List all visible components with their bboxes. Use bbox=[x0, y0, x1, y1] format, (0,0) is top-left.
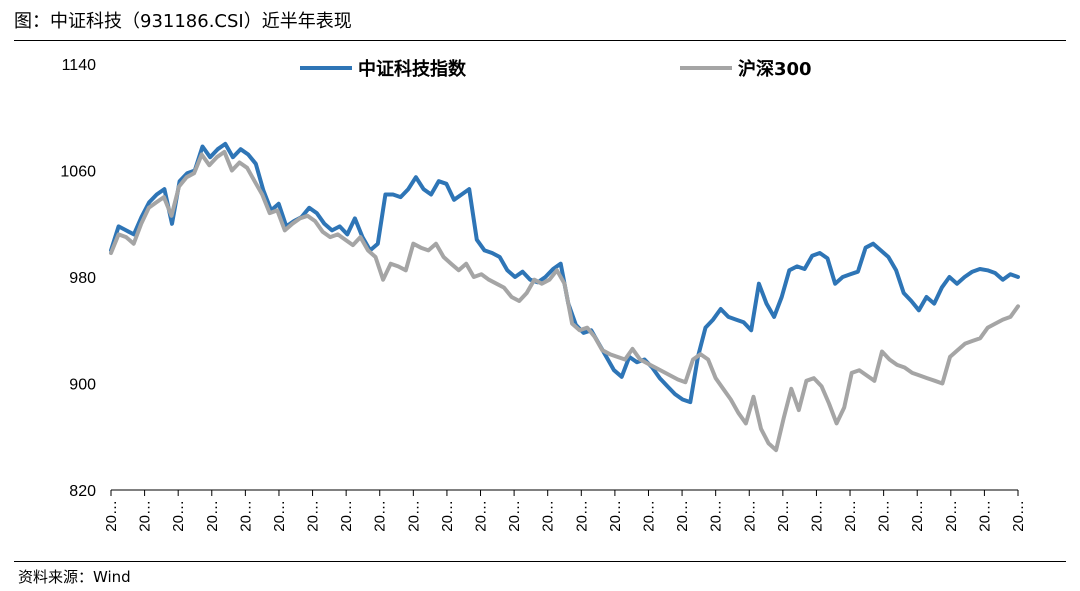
x-tick-label: 20… bbox=[405, 500, 422, 532]
y-tick-label: 1060 bbox=[60, 164, 96, 181]
x-tick-label: 20… bbox=[640, 500, 657, 532]
chart-title: 图：中证科技（931186.CSI）近半年表现 bbox=[14, 11, 352, 32]
series-line-0 bbox=[109, 141, 1020, 405]
footer-divider bbox=[14, 561, 1066, 562]
x-tick-label: 20… bbox=[943, 500, 960, 532]
x-tick-label: 20… bbox=[708, 500, 725, 532]
y-tick-label: 820 bbox=[69, 483, 96, 500]
series-lines bbox=[109, 141, 1020, 453]
x-tick-label: 20… bbox=[741, 500, 758, 532]
x-tick-label: 20… bbox=[103, 500, 120, 532]
y-tick-label: 1140 bbox=[62, 57, 97, 74]
x-axis-ticks: 20… 20… 20… 20… 20… 20… 20… 20… 20… 20… 20… 20… 20… 2… bbox=[103, 490, 1027, 532]
x-tick-label: 20… bbox=[976, 500, 993, 532]
x-tick-label: 20… bbox=[540, 500, 557, 532]
x-tick-label: 20… bbox=[909, 500, 926, 532]
legend: 中证科技指数 沪深300 bbox=[300, 58, 812, 80]
x-tick-label: 20… bbox=[674, 500, 691, 532]
title-divider bbox=[14, 40, 1066, 41]
x-tick-label: 20… bbox=[204, 500, 221, 532]
source-note: 资料来源：Wind bbox=[18, 568, 131, 586]
x-tick-label: 20… bbox=[338, 500, 355, 532]
x-tick-label: 20… bbox=[170, 500, 187, 532]
x-tick-label: 20… bbox=[1010, 500, 1027, 532]
y-tick-label: 980 bbox=[69, 270, 96, 287]
series-line-1 bbox=[109, 149, 1020, 453]
x-tick-label: 20… bbox=[506, 500, 523, 532]
x-tick-label: 20… bbox=[876, 500, 893, 532]
y-tick-label: 900 bbox=[69, 377, 96, 394]
x-tick-label: 20… bbox=[372, 500, 389, 532]
x-tick-label: 20… bbox=[842, 500, 859, 532]
legend-label-0: 中证科技指数 bbox=[358, 58, 467, 80]
y-axis-ticks: 820 900 980 1060 1140 bbox=[60, 57, 96, 500]
x-tick-label: 20… bbox=[607, 500, 624, 532]
x-tick-label: 20… bbox=[775, 500, 792, 532]
x-tick-label: 20… bbox=[439, 500, 456, 532]
x-tick-label: 20… bbox=[305, 500, 322, 532]
legend-label-1: 沪深300 bbox=[738, 58, 812, 80]
x-tick-label: 20… bbox=[237, 500, 254, 532]
x-tick-label: 20… bbox=[137, 500, 154, 532]
x-tick-label: 20… bbox=[271, 500, 288, 532]
x-tick-label: 20… bbox=[808, 500, 825, 532]
x-tick-label: 20… bbox=[573, 500, 590, 532]
x-tick-label: 20… bbox=[473, 500, 490, 532]
